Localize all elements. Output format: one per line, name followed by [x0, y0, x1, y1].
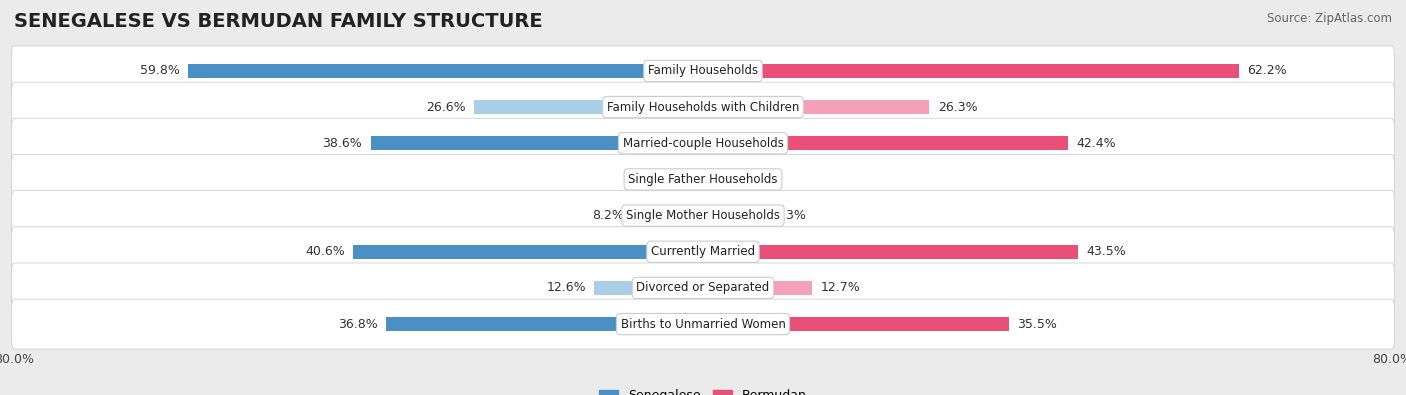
Bar [703, 173, 721, 186]
Text: Source: ZipAtlas.com: Source: ZipAtlas.com [1267, 12, 1392, 25]
FancyBboxPatch shape [11, 227, 1395, 277]
Bar [595, 281, 703, 295]
Bar [188, 64, 703, 78]
Bar [703, 100, 929, 114]
Text: 35.5%: 35.5% [1018, 318, 1057, 331]
Text: 40.6%: 40.6% [305, 245, 344, 258]
Text: SENEGALESE VS BERMUDAN FAMILY STRUCTURE: SENEGALESE VS BERMUDAN FAMILY STRUCTURE [14, 12, 543, 31]
FancyBboxPatch shape [11, 46, 1395, 96]
FancyBboxPatch shape [11, 154, 1395, 204]
Bar [387, 317, 703, 331]
Text: Births to Unmarried Women: Births to Unmarried Women [620, 318, 786, 331]
Text: 62.2%: 62.2% [1247, 64, 1286, 77]
Legend: Senegalese, Bermudan: Senegalese, Bermudan [595, 384, 811, 395]
Text: 7.3%: 7.3% [775, 209, 807, 222]
Text: 26.6%: 26.6% [426, 101, 465, 114]
Text: 36.8%: 36.8% [337, 318, 377, 331]
Bar [353, 245, 703, 258]
Bar [703, 281, 813, 295]
Text: 2.3%: 2.3% [643, 173, 675, 186]
Bar [474, 100, 703, 114]
Bar [703, 64, 1239, 78]
Text: Single Father Households: Single Father Households [628, 173, 778, 186]
FancyBboxPatch shape [11, 82, 1395, 132]
Bar [683, 173, 703, 186]
Text: Family Households: Family Households [648, 64, 758, 77]
Bar [703, 209, 766, 222]
Text: 8.2%: 8.2% [592, 209, 624, 222]
Text: 38.6%: 38.6% [322, 137, 361, 150]
Text: Currently Married: Currently Married [651, 245, 755, 258]
Text: 42.4%: 42.4% [1077, 137, 1116, 150]
Text: 12.6%: 12.6% [547, 281, 586, 294]
Bar [371, 137, 703, 150]
FancyBboxPatch shape [11, 299, 1395, 349]
Text: Divorced or Separated: Divorced or Separated [637, 281, 769, 294]
Text: 2.1%: 2.1% [730, 173, 762, 186]
Bar [703, 245, 1077, 258]
Text: 12.7%: 12.7% [821, 281, 860, 294]
Text: 43.5%: 43.5% [1087, 245, 1126, 258]
Bar [703, 317, 1008, 331]
Text: Family Households with Children: Family Households with Children [607, 101, 799, 114]
FancyBboxPatch shape [11, 263, 1395, 313]
Text: 26.3%: 26.3% [938, 101, 977, 114]
FancyBboxPatch shape [11, 191, 1395, 241]
Text: Married-couple Households: Married-couple Households [623, 137, 783, 150]
Bar [703, 137, 1069, 150]
Bar [633, 209, 703, 222]
Text: Single Mother Households: Single Mother Households [626, 209, 780, 222]
FancyBboxPatch shape [11, 118, 1395, 168]
Text: 59.8%: 59.8% [139, 64, 180, 77]
